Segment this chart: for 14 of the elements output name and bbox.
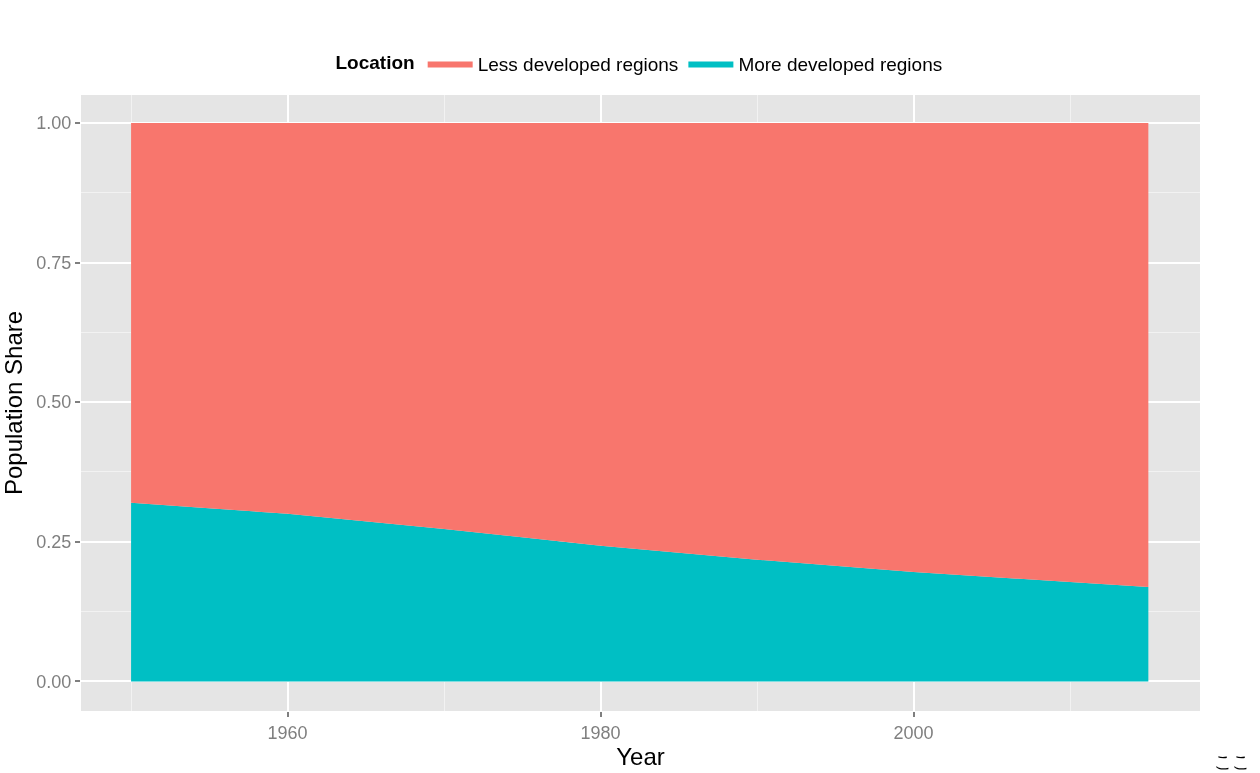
x-tick-label: 1980 bbox=[580, 722, 621, 743]
y-tick-label: 0.50 bbox=[36, 392, 72, 413]
y-tick-label: 0.75 bbox=[36, 252, 72, 273]
legend-label: More developed regions bbox=[738, 53, 943, 75]
legend-label: Less developed regions bbox=[477, 53, 679, 75]
text: ここ bbox=[1214, 751, 1250, 772]
legend-title: Location bbox=[335, 52, 415, 74]
y-tick-label: 0.00 bbox=[36, 671, 72, 692]
y-axis-title: Population Share bbox=[0, 310, 27, 496]
y-tick-label: 1.00 bbox=[36, 113, 72, 134]
x-axis-title: Year bbox=[616, 742, 665, 770]
x-tick-label: 2000 bbox=[893, 722, 934, 743]
x-tick-label: 1960 bbox=[267, 722, 308, 743]
y-tick-label: 0.25 bbox=[36, 532, 72, 553]
